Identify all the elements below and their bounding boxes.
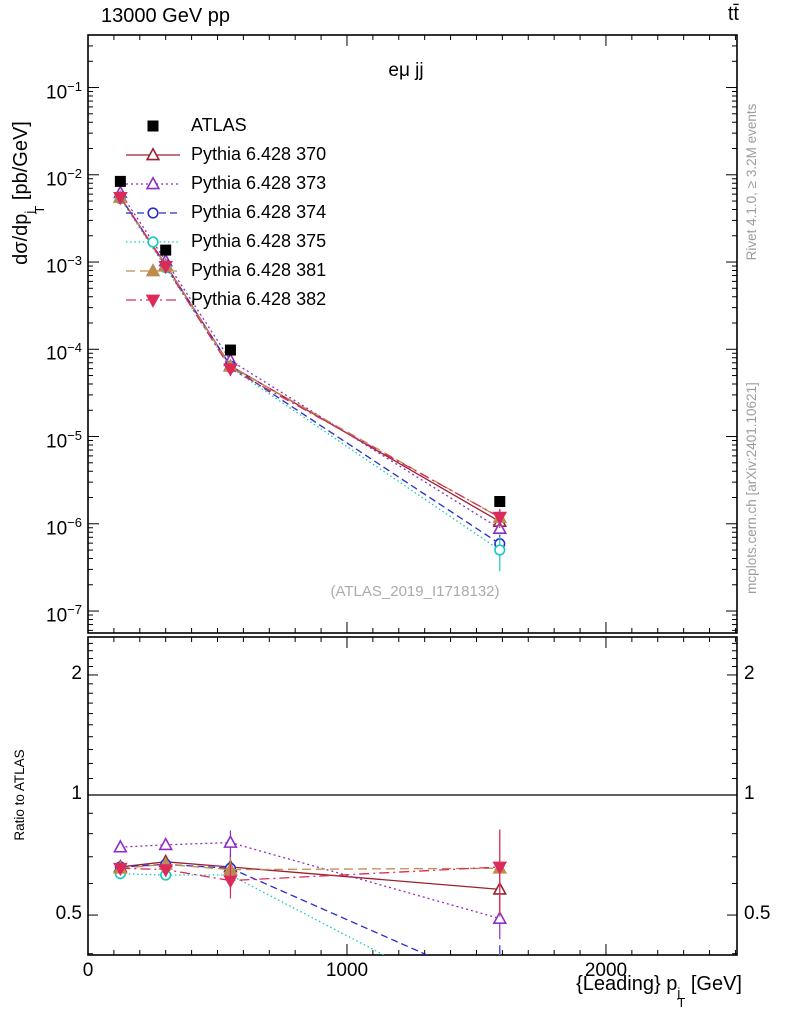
- data-marker: [113, 862, 128, 877]
- legend-item-pythia-6-428-370: Pythia 6.428 370: [124, 140, 326, 169]
- series-line: [119, 197, 501, 518]
- series-line: [120, 863, 429, 955]
- data-marker: [145, 262, 161, 276]
- data-marker: [158, 836, 173, 851]
- series-ratio-pythia-6-428-370: [113, 853, 508, 909]
- data-marker: [223, 363, 238, 377]
- data-marker: [494, 496, 506, 508]
- data-marker: [495, 1011, 505, 1021]
- series-ratio-pythia-6-428-373: [113, 830, 508, 940]
- rivet-credit: Rivet 4.1.0, ≥ 3.2M events: [744, 103, 759, 261]
- data-marker: [113, 839, 128, 853]
- ratio-axis-label: Ratio to ATLAS: [12, 749, 27, 841]
- legend-label: Pythia 6.428 382: [191, 289, 327, 309]
- data-marker: [147, 235, 159, 248]
- data-marker: [224, 344, 236, 356]
- legend-item-pythia-6-428-382: Pythia 6.428 382: [124, 285, 326, 314]
- legend-item-atlas: ATLAS: [124, 111, 326, 140]
- main-panel-frame: [87, 34, 738, 634]
- legend-label: Pythia 6.428 374: [191, 202, 327, 222]
- legend-marker-swatch: [126, 262, 180, 276]
- data-marker: [495, 982, 505, 992]
- series-line: [119, 197, 501, 519]
- series-line: [120, 873, 386, 955]
- x-label-units: [GeV]: [685, 973, 742, 995]
- axis-ticks: [87, 35, 737, 955]
- data-marker: [494, 544, 506, 556]
- legend-label: Pythia 6.428 373: [191, 173, 327, 193]
- legend-item-pythia-6-428-375: Pythia 6.428 375: [124, 227, 326, 256]
- process-title: tt̄: [727, 3, 739, 25]
- series-line: [119, 192, 501, 530]
- series-ratio-pythia-6-428-374: [114, 855, 505, 992]
- legend-label: Pythia 6.428 375: [191, 231, 327, 251]
- legend-item-pythia-6-428-373: Pythia 6.428 373: [124, 169, 326, 198]
- data-marker: [147, 206, 159, 219]
- legend-label: ATLAS: [191, 115, 247, 135]
- ratio-panel-frame: [87, 636, 738, 956]
- legend-marker-swatch: [126, 146, 180, 160]
- x-label-text: {Leading} p: [576, 973, 678, 995]
- y-axis-label: dσ/dp j T [pb/GeV]: [10, 33, 47, 353]
- legend-label: Pythia 6.428 370: [191, 144, 327, 164]
- channel-label: eμ jj: [388, 60, 424, 81]
- data-marker: [114, 175, 126, 187]
- y-label-text: dσ/dp: [10, 213, 32, 265]
- series-line: [120, 866, 500, 882]
- data-marker: [158, 261, 173, 275]
- data-marker: [113, 192, 128, 206]
- data-marker: [145, 146, 161, 160]
- legend-marker-swatch: [126, 175, 180, 189]
- data-marker: [223, 875, 238, 889]
- beam-energy-title: 13000 GeV pp: [101, 5, 230, 27]
- data-marker: [492, 511, 508, 526]
- data-marker: [223, 834, 238, 848]
- data-marker: [158, 864, 173, 878]
- series-main-pythia-6-428-382: [113, 192, 508, 528]
- data-marker: [147, 120, 159, 131]
- legend-marker-swatch: [126, 294, 180, 308]
- analysis-watermark: (ATLAS_2019_I1718132): [330, 583, 500, 600]
- series-line: [120, 863, 500, 871]
- legend-marker-swatch: [147, 120, 159, 131]
- data-marker: [492, 861, 508, 875]
- legend-marker-swatch: [126, 235, 180, 248]
- data-marker: [160, 244, 172, 256]
- legend-item-pythia-6-428-374: Pythia 6.428 374: [124, 198, 326, 227]
- legend-label: Pythia 6.428 381: [191, 260, 327, 280]
- y-label-units: [pb/GeV]: [10, 121, 32, 206]
- legend-marker-swatch: [126, 206, 180, 219]
- series-line: [120, 841, 500, 920]
- data-marker: [492, 910, 508, 924]
- legend-item-pythia-6-428-381: Pythia 6.428 381: [124, 256, 326, 285]
- series-ratio-pythia-6-428-382: [113, 829, 508, 916]
- series-line: [120, 861, 500, 890]
- data-marker: [145, 294, 161, 308]
- legend: ATLAS Pythia 6.428 370 Pythia 6.428 373 Pyt…: [124, 111, 326, 314]
- mcplots-credit: mcplots.cern.ch [arXiv:2401.10621]: [744, 382, 759, 594]
- data-marker: [145, 175, 161, 189]
- series-main-atlas: [114, 175, 506, 508]
